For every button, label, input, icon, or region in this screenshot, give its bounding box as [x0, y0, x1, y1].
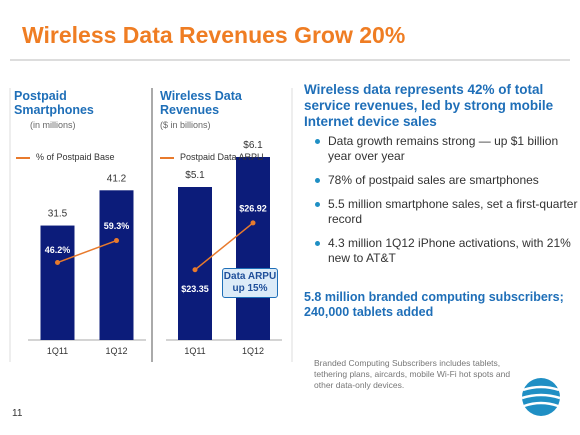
line: [57, 239, 117, 264]
x-tick-label: 1Q11: [47, 346, 68, 356]
bullet: Data growth remains strong — up $1 billi…: [315, 134, 578, 164]
page-number: 11: [12, 408, 23, 419]
data-label: $6.1: [243, 140, 263, 151]
data-label: $26.92: [239, 203, 267, 213]
bar: [236, 157, 270, 340]
bar: [178, 187, 212, 340]
x-tick-label: 1Q12: [105, 346, 127, 356]
legend-label: % of Postpaid Base: [36, 152, 115, 162]
bar: [99, 190, 134, 340]
legend-entry: % of Postpaid Base: [16, 152, 115, 162]
data-label: 31.5: [48, 209, 68, 220]
slide-title: Wireless Data Revenues Grow 20%: [22, 22, 406, 48]
bullet: 5.5 million smartphone sales, set a firs…: [315, 197, 578, 226]
point: [114, 238, 119, 244]
panel-heading: Wireless data represents 42% of total se…: [304, 82, 554, 129]
point: [192, 267, 198, 273]
footnote: Branded Computing Subscribers includes t…: [314, 358, 511, 390]
data-label: 59.3%: [104, 221, 130, 231]
point: [250, 220, 256, 226]
bar: [40, 225, 75, 340]
point: [55, 260, 60, 266]
chart-title: Postpaid Smartphones: [14, 89, 94, 117]
highlight: 5.8 million branded computing subscriber…: [304, 290, 564, 319]
chart-title: Wireless Data Revenues: [160, 89, 242, 117]
data-label: 41.2: [107, 173, 127, 184]
line: [194, 222, 254, 271]
legend-swatch: [16, 156, 30, 159]
bullet: 4.3 million 1Q12 iPhone activations, wit…: [315, 236, 578, 266]
x-tick-label: 1Q12: [242, 346, 264, 356]
data-label: 46.2%: [45, 245, 71, 255]
chart-subtitle: ($ in billions): [160, 120, 211, 130]
bullet-list: Data growth remains strong — up $1 billi…: [310, 134, 578, 275]
bullet: 78% of postpaid sales are smartphones: [315, 173, 578, 188]
data-label: $5.1: [185, 170, 205, 181]
data-label: $23.35: [181, 284, 209, 294]
x-tick-label: 1Q11: [184, 346, 205, 356]
legend-label: Postpaid Data ARPU: [180, 152, 264, 162]
att-logo: [521, 378, 561, 416]
legend-swatch: [160, 156, 174, 159]
chart-subtitle: (in millions): [30, 120, 76, 130]
legend-entry: Postpaid Data ARPU: [160, 152, 264, 162]
annotation: Data ARPU up 15%: [222, 268, 278, 298]
